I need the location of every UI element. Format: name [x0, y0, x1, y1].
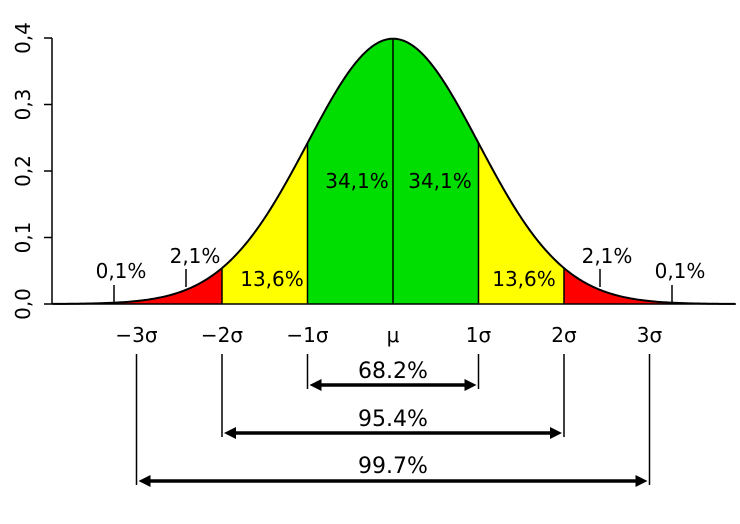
x-tick-label: 2σ — [551, 323, 577, 347]
y-axis-ticks: 0,0 0,1 0,2 0,3 0,4 — [11, 22, 52, 320]
x-tick-label: −1σ — [286, 323, 328, 347]
x-tick-label: μ — [387, 323, 400, 347]
range-arrowhead-left — [309, 379, 322, 391]
region-label: 13,6% — [492, 267, 556, 291]
range-arrowhead-right — [550, 427, 562, 439]
range-arrowhead-right — [464, 379, 477, 391]
coverage-range-arrows: 68.2% 95.4% 99.7% — [135, 354, 651, 487]
range-percent-label: 99.7% — [358, 454, 428, 479]
region-label: 0,1% — [96, 259, 147, 283]
region-label: 2,1% — [582, 244, 633, 268]
y-tick-label: 0,3 — [11, 89, 35, 121]
y-tick-label: 0,0 — [11, 288, 35, 320]
region-label: 34,1% — [325, 169, 389, 193]
range-percent-label: 95.4% — [358, 407, 428, 432]
range-arrowhead-right — [635, 475, 648, 487]
region-percent-labels: 0,1% 2,1% 13,6% 34,1% 34,1% 13,6% 2,1% 0,1% — [96, 169, 706, 302]
range-arrowhead-left — [224, 427, 236, 439]
range-arrowhead-left — [138, 475, 151, 487]
region-label: 0,1% — [655, 259, 706, 283]
region-label: 13,6% — [240, 267, 304, 291]
region-label: 2,1% — [170, 244, 221, 268]
x-tick-label: −3σ — [115, 323, 157, 347]
x-tick-label: −2σ — [201, 323, 243, 347]
y-tick-label: 0,1 — [11, 222, 35, 254]
y-tick-label: 0,2 — [11, 155, 35, 187]
region-fill-1 — [136, 268, 222, 304]
y-tick-label: 0,4 — [11, 22, 35, 54]
x-tick-label: 3σ — [637, 323, 663, 347]
density-curve — [52, 37, 736, 305]
x-tick-label: 1σ — [466, 323, 492, 347]
region-label: 34,1% — [408, 169, 472, 193]
x-axis-ticks: −3σ −2σ −1σ μ 1σ 2σ 3σ — [115, 323, 662, 347]
region-fill-6 — [564, 268, 650, 304]
sigma-divider-lines — [221, 38, 565, 304]
range-percent-label: 68.2% — [358, 359, 428, 384]
